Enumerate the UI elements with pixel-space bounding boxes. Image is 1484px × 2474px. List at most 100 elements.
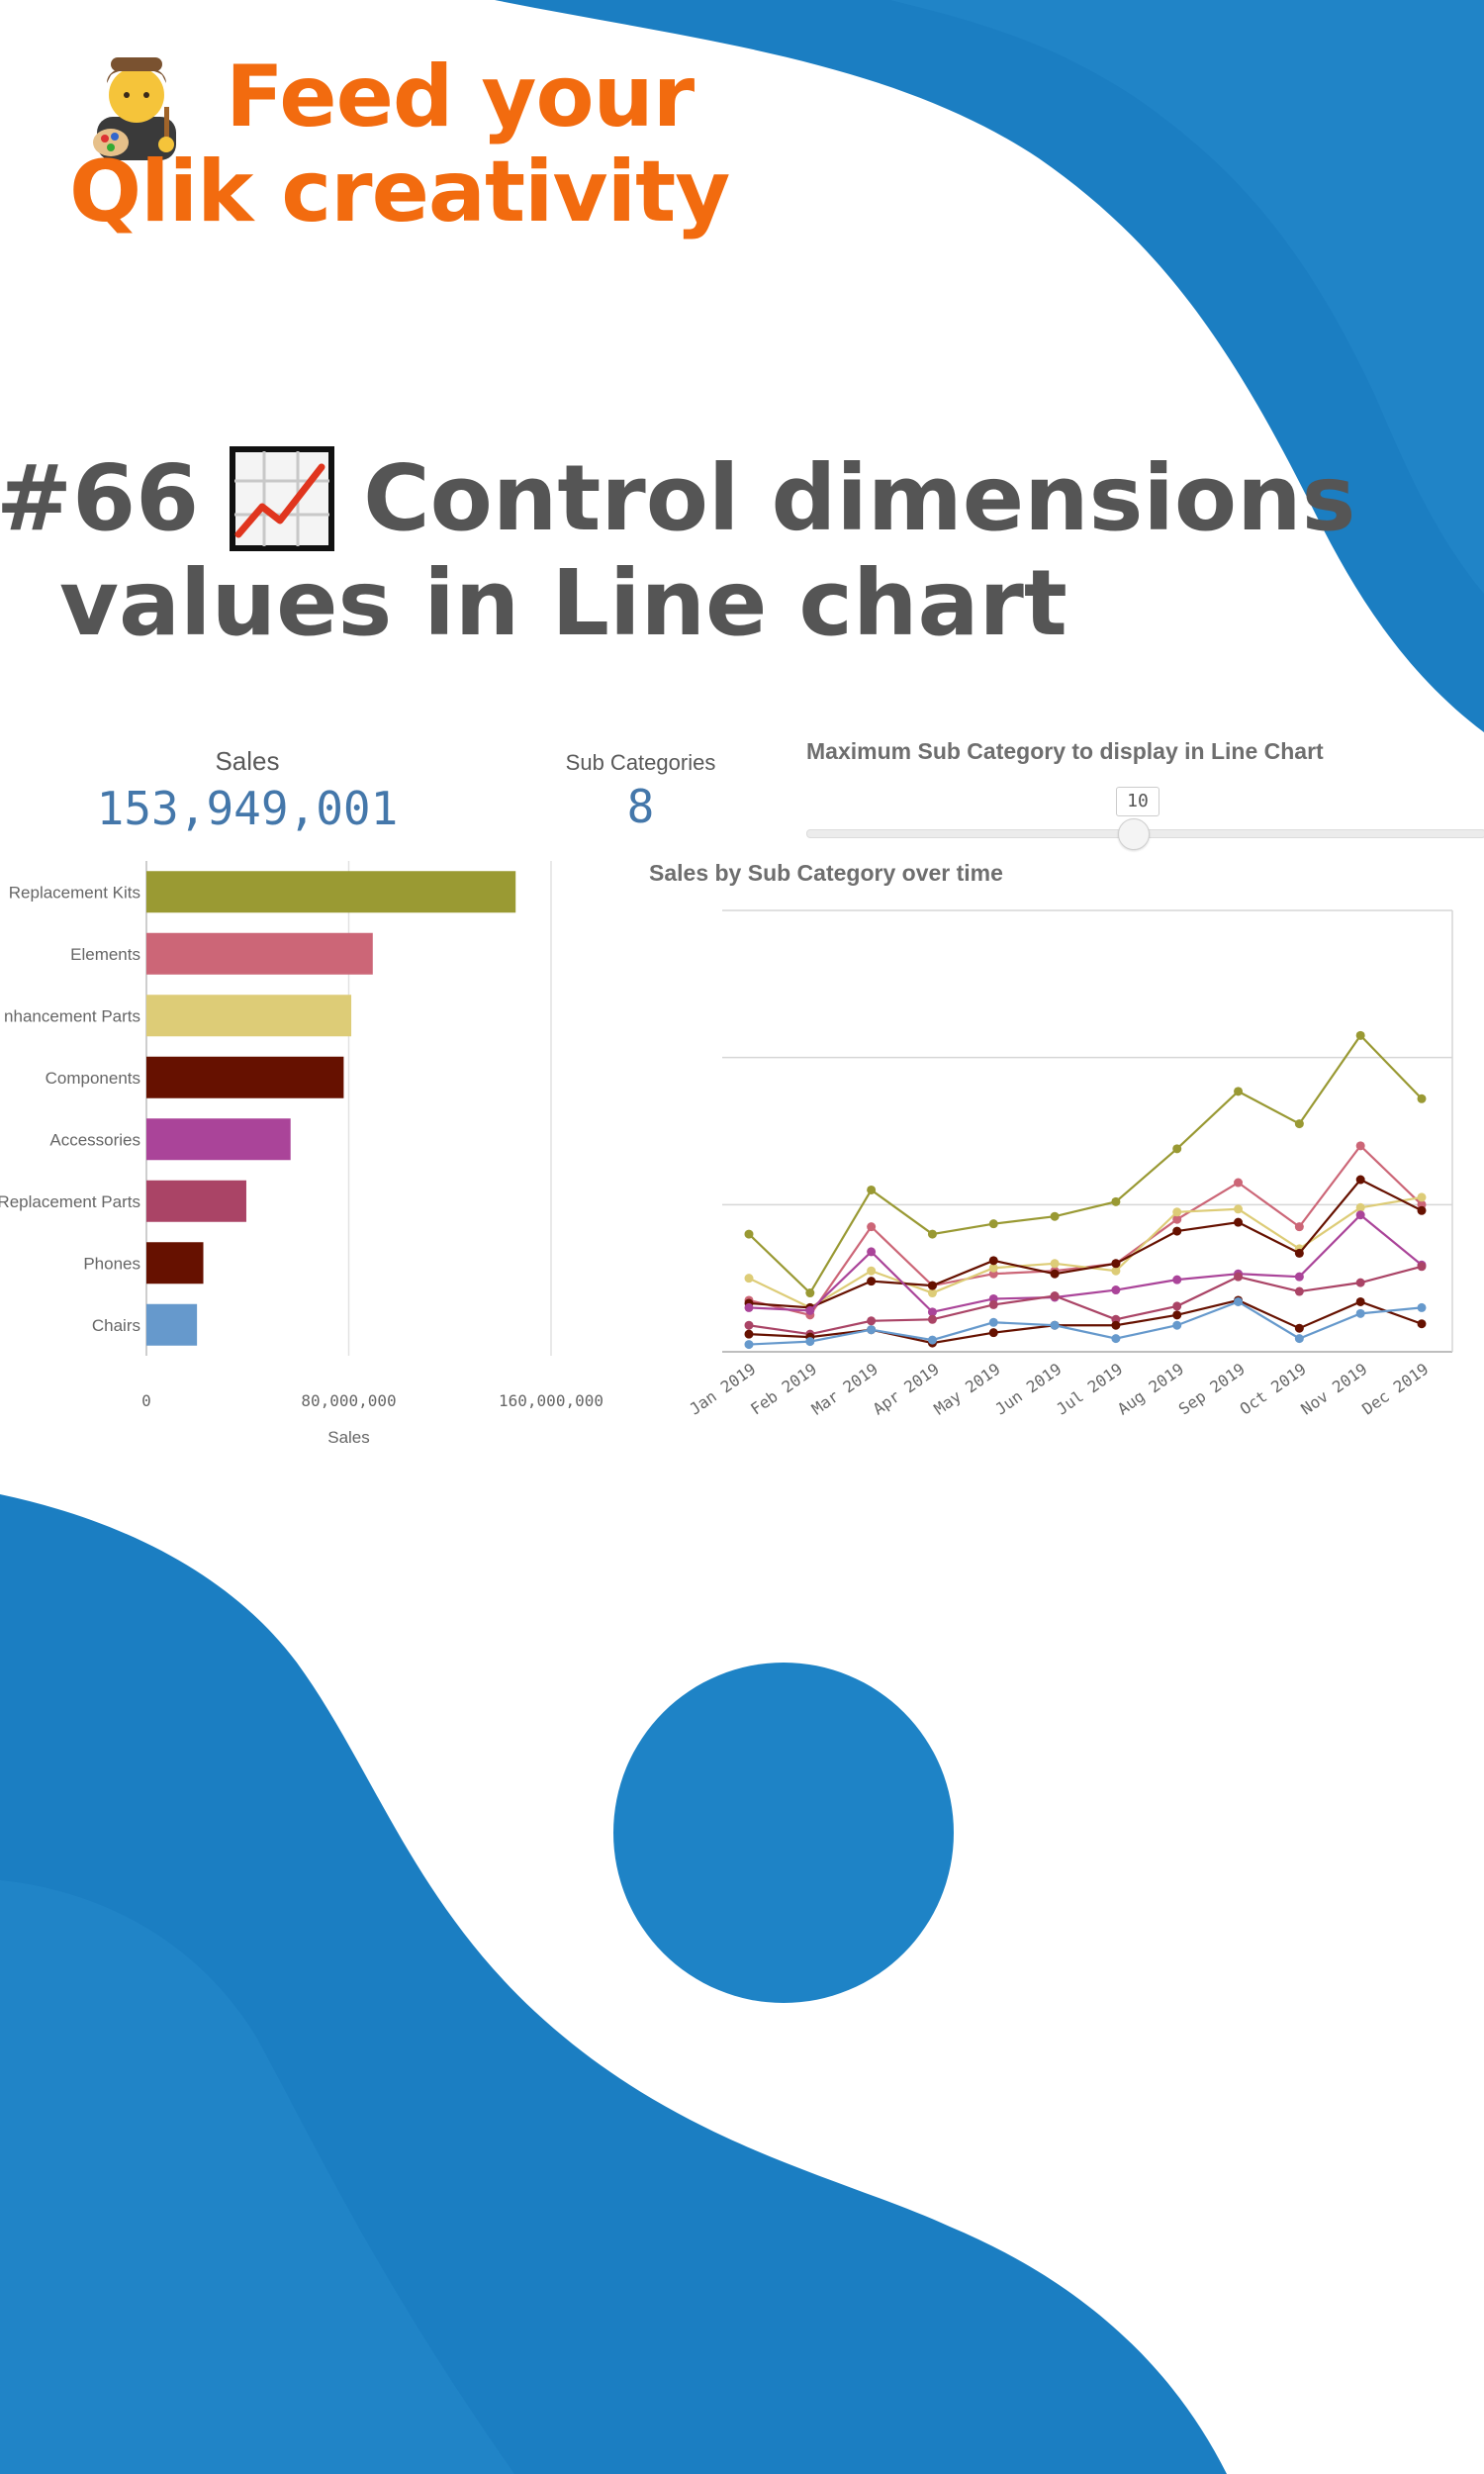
line-x-tick-label: Jan 2019 [686, 1360, 759, 1419]
line-point [988, 1299, 998, 1309]
line-point [1234, 1204, 1244, 1214]
line-point [1234, 1296, 1244, 1306]
bar [146, 1242, 204, 1285]
line-point [927, 1281, 937, 1290]
line-point [988, 1256, 998, 1266]
line-point [1172, 1214, 1182, 1224]
line-x-tick-label: Nov 2019 [1297, 1360, 1370, 1419]
line-point [1111, 1196, 1121, 1206]
slider-thumb[interactable] [1118, 818, 1150, 850]
bar [146, 1180, 246, 1222]
line-point [744, 1302, 754, 1312]
line-point [1417, 1302, 1427, 1312]
line-point [1172, 1207, 1182, 1217]
line-point [1050, 1211, 1060, 1221]
line-point [988, 1263, 998, 1273]
header-title: Feed your Qlik creativity [69, 49, 730, 241]
line-point [867, 1316, 877, 1326]
line-series [748, 1300, 1423, 1346]
slider-value-box[interactable]: 10 [1116, 787, 1159, 816]
line-point [988, 1317, 998, 1327]
line-x-tick-label: Dec 2019 [1358, 1360, 1432, 1419]
line-point [1111, 1320, 1121, 1330]
line-point [1355, 1278, 1365, 1287]
line-point [1355, 1210, 1365, 1220]
line-point [1050, 1269, 1060, 1279]
line-point [1417, 1192, 1427, 1202]
bar [146, 1303, 198, 1346]
line-point [867, 1222, 877, 1232]
post-title-line2: values in Line chart [59, 550, 1067, 656]
line-point [1234, 1272, 1244, 1282]
line-point [1355, 1141, 1365, 1151]
bar-category-label: Accessories [49, 1130, 140, 1149]
line-point [744, 1320, 754, 1330]
bar [146, 1056, 344, 1098]
line-x-tick-label: Sep 2019 [1175, 1360, 1249, 1419]
line-point [988, 1328, 998, 1338]
line-x-tick-label: Aug 2019 [1114, 1360, 1187, 1419]
line-point [805, 1337, 815, 1347]
line-point [927, 1314, 937, 1324]
bar-x-tick-label: 80,000,000 [301, 1391, 396, 1410]
line-point [867, 1185, 877, 1194]
line-point [744, 1329, 754, 1339]
blue-circle [613, 1663, 954, 2003]
subcat-kpi-value: 8 [626, 780, 655, 833]
line-chart-title: Sales by Sub Category over time [649, 860, 1003, 886]
bar-category-label: Replacement Parts [0, 1192, 140, 1211]
bar-category-label: Chairs [92, 1316, 140, 1335]
header-title-line2: Qlik creativity [69, 143, 730, 241]
line-point [1294, 1248, 1304, 1258]
artist-icon [93, 57, 176, 160]
line-series [748, 1213, 1423, 1314]
line-point [1294, 1334, 1304, 1344]
bar-x-tick-label: 160,000,000 [499, 1391, 603, 1410]
line-point [1355, 1296, 1365, 1306]
line-point [1050, 1259, 1060, 1269]
bar-category-label: Elements [70, 945, 140, 964]
line-x-tick-label: Apr 2019 [870, 1360, 943, 1419]
line-point [1294, 1272, 1304, 1282]
bar-x-axis-label: Sales [327, 1428, 370, 1447]
line-point [1294, 1222, 1304, 1232]
line-point [1417, 1205, 1427, 1215]
sales-kpi-label: Sales [215, 746, 280, 776]
line-point [1172, 1320, 1182, 1330]
line-point [1355, 1308, 1365, 1318]
line-series [748, 1033, 1423, 1295]
line-point [1355, 1030, 1365, 1040]
line-point [867, 1325, 877, 1335]
line-point [927, 1307, 937, 1317]
top-right-wave-highlight [890, 0, 1484, 594]
line-point [1050, 1291, 1060, 1301]
line-point [1111, 1259, 1121, 1269]
line-point [1111, 1266, 1121, 1276]
line-point [988, 1219, 998, 1229]
bar [146, 932, 373, 975]
line-x-tick-label: Jul 2019 [1053, 1360, 1126, 1419]
line-point [1294, 1323, 1304, 1333]
line-point [1172, 1275, 1182, 1285]
bar [146, 1118, 291, 1161]
line-point [1172, 1310, 1182, 1320]
line-point [1417, 1094, 1427, 1103]
line-x-tick-label: Jun 2019 [991, 1360, 1065, 1419]
line-point [1111, 1285, 1121, 1295]
line-point [1355, 1202, 1365, 1212]
line-point [867, 1247, 877, 1257]
line-point [744, 1274, 754, 1284]
post-title-line1: Control dimensions [363, 445, 1356, 551]
bar [146, 871, 516, 913]
line-point [805, 1288, 815, 1298]
line-point [1172, 1226, 1182, 1236]
bar-category-label: Components [46, 1069, 140, 1088]
line-point [927, 1335, 937, 1345]
line-x-tick-label: May 2019 [931, 1360, 1004, 1419]
subcat-kpi-label: Sub Categories [565, 750, 716, 775]
line-point [744, 1229, 754, 1239]
chart-increasing-icon [230, 446, 335, 551]
line-point [867, 1266, 877, 1276]
line-point [1234, 1178, 1244, 1188]
